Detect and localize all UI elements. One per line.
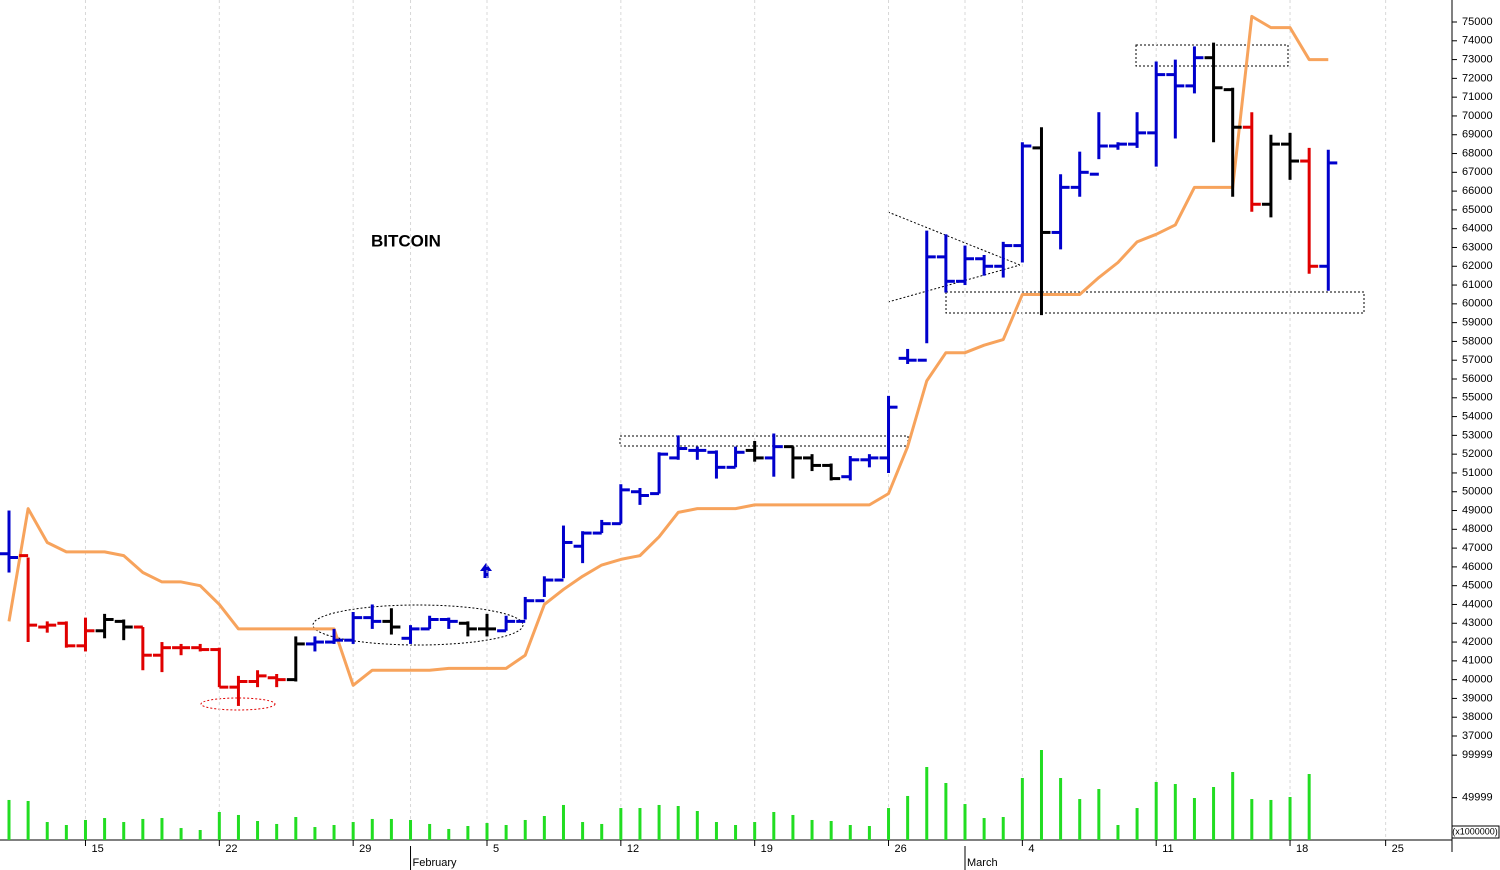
y-tick-label: 41000: [1462, 655, 1493, 667]
overlay-line: [7, 14, 1329, 687]
annotation-ellipse: [312, 604, 524, 646]
y-tick-label: 66000: [1462, 185, 1493, 197]
y-tick-label: 45000: [1462, 580, 1493, 592]
x-tick-label: 19: [761, 843, 773, 855]
annotation-line: [887, 211, 1021, 266]
x-tick-label: 22: [225, 843, 237, 855]
x-tick-label: 25: [1392, 843, 1404, 855]
y-tick-label: 59000: [1462, 317, 1493, 329]
y-tick-label: 48000: [1462, 523, 1493, 535]
y-tick-label: 67000: [1462, 166, 1493, 178]
y-tick-label: 43000: [1462, 617, 1493, 629]
annotation-arrow: [480, 563, 492, 578]
chart-title: BITCOIN: [371, 231, 441, 250]
x-tick-label: 29: [359, 843, 371, 855]
annotation-ellipse: [200, 697, 276, 711]
y-tick-label: 61000: [1462, 279, 1493, 291]
volume-unit-label: (x1000000): [1452, 826, 1498, 836]
x-tick-label: 15: [91, 843, 103, 855]
annotation-box: [1135, 44, 1289, 67]
x-tick-label: 5: [493, 843, 499, 855]
y-tick-label: 50000: [1462, 486, 1493, 498]
annotations: [200, 44, 1365, 711]
y-tick-label: 40000: [1462, 674, 1493, 686]
volume-tick-label: 99999: [1462, 749, 1493, 761]
y-tick-label: 63000: [1462, 241, 1493, 253]
y-tick-label: 56000: [1462, 373, 1493, 385]
y-tick-label: 46000: [1462, 561, 1493, 573]
x-tick-label: 12: [627, 843, 639, 855]
unit-box: [1451, 825, 1500, 839]
y-tick-label: 64000: [1462, 223, 1493, 235]
x-tick-label: 4: [1028, 843, 1034, 855]
month-label: March: [967, 857, 998, 869]
y-tick-label: 38000: [1462, 711, 1493, 723]
x-tick-label: 11: [1162, 843, 1173, 855]
y-tick-label: 54000: [1462, 410, 1493, 422]
y-tick-label: 69000: [1462, 129, 1493, 141]
y-tick-label: 58000: [1462, 335, 1493, 347]
y-tick-label: 74000: [1462, 35, 1493, 47]
x-tick-label: 18: [1296, 843, 1308, 855]
y-tick-label: 60000: [1462, 298, 1493, 310]
annotation-box: [945, 291, 1365, 314]
y-tick-label: 51000: [1462, 467, 1493, 479]
y-tick-label: 44000: [1462, 598, 1493, 610]
y-tick-label: 39000: [1462, 692, 1493, 704]
y-tick-label: 71000: [1462, 91, 1493, 103]
y-tick-label: 72000: [1462, 72, 1493, 84]
y-tick-label: 47000: [1462, 542, 1493, 554]
volume-tick-label: 49999: [1462, 791, 1493, 803]
y-tick-label: 62000: [1462, 260, 1493, 272]
y-tick-label: 49000: [1462, 504, 1493, 516]
annotation-box: [619, 435, 909, 447]
y-tick-label: 55000: [1462, 392, 1493, 404]
y-tick-label: 52000: [1462, 448, 1493, 460]
y-tick-label: 68000: [1462, 147, 1493, 159]
y-tick-label: 42000: [1462, 636, 1493, 648]
y-tick-label: 65000: [1462, 204, 1493, 216]
y-tick-label: 37000: [1462, 730, 1493, 742]
y-tick-label: 75000: [1462, 16, 1493, 28]
x-tick-label: 26: [895, 843, 907, 855]
y-tick-label: 70000: [1462, 110, 1493, 122]
y-tick-label: 73000: [1462, 53, 1493, 65]
month-label: February: [413, 857, 458, 869]
y-tick-label: 57000: [1462, 354, 1493, 366]
y-tick-label: 53000: [1462, 429, 1493, 441]
annotation-line: [887, 264, 1021, 303]
